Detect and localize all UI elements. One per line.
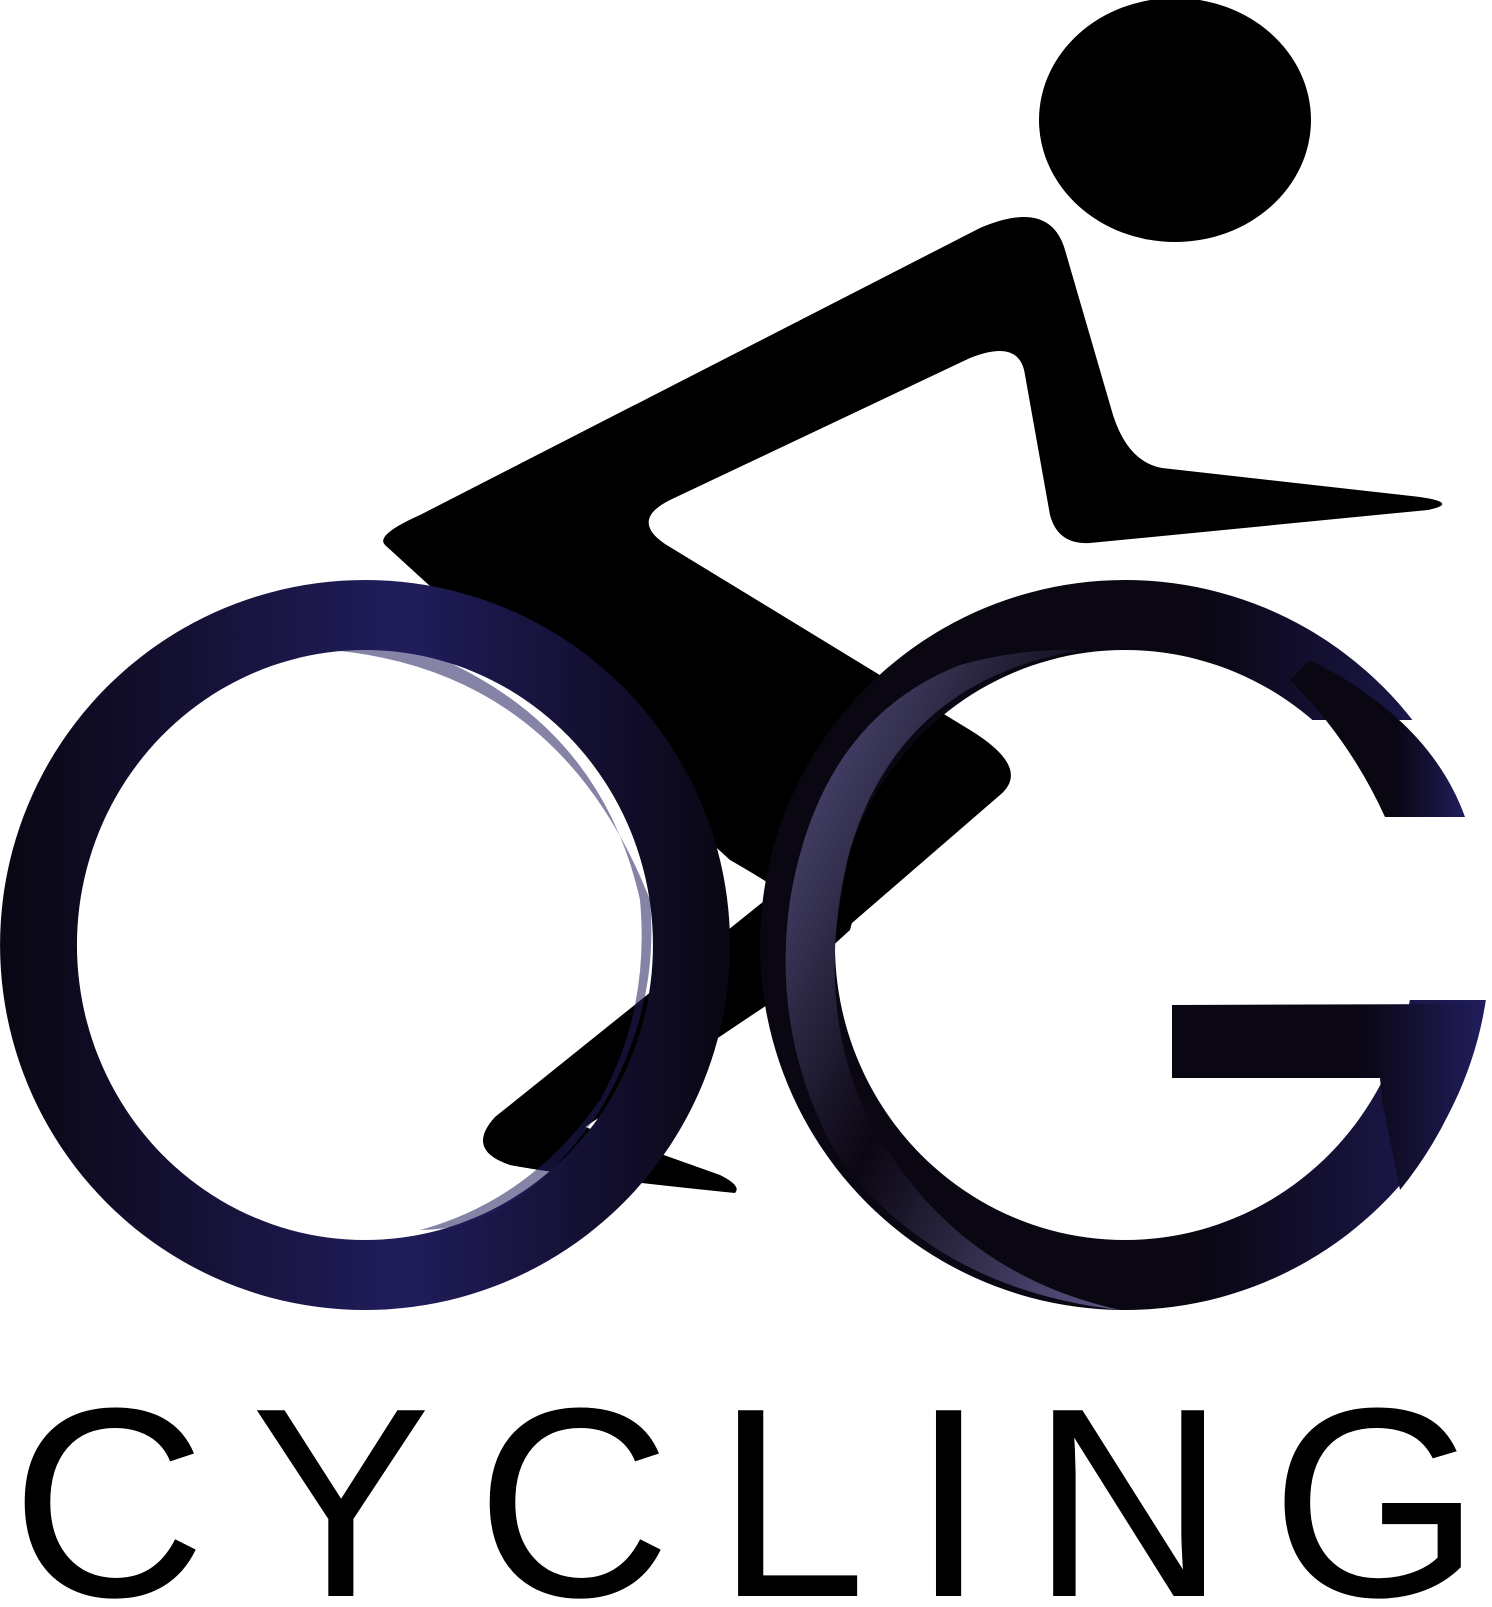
rider-head (1039, 0, 1311, 242)
g-crossbar (1172, 1004, 1484, 1190)
monogram-letter-o (0, 580, 731, 1310)
g-inner-sheen (785, 649, 1120, 1310)
wordmark: CYCLING (11, 1353, 1481, 1607)
monogram-letter-g (760, 580, 1491, 1310)
g-upper-terminal (1290, 660, 1465, 817)
rider-body (383, 217, 1443, 1012)
